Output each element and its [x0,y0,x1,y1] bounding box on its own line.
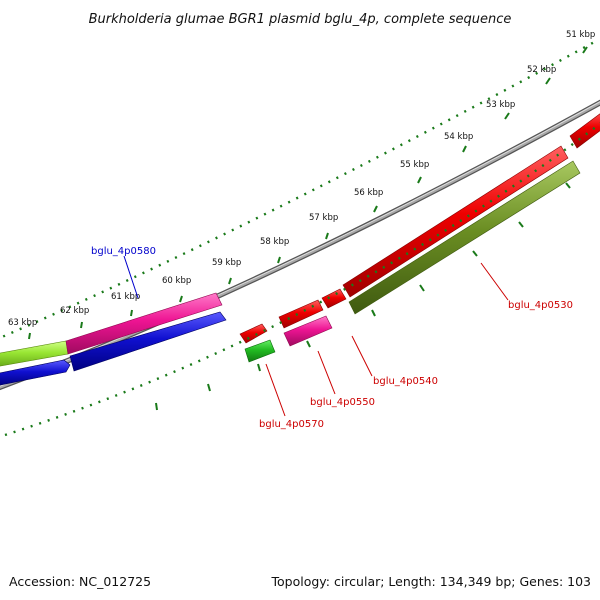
gene-arrow-bglu_4p0570[interactable] [244,339,276,363]
scale-label: 62 kbp [60,306,89,316]
reverse-strand-features [0,160,581,386]
inner-scale-ring [4,122,600,437]
gene-label-bglu_4p0530[interactable]: bglu_4p0530 [508,300,573,311]
gene-label-bglu_4p0540[interactable]: bglu_4p0540 [373,376,438,387]
map-title: Burkholderia glumae BGR1 plasmid bglu_4p… [89,12,512,27]
gene-arrow-red-right[interactable] [569,110,600,149]
scale-label: 63 kbp [8,318,37,328]
scale-label: 52 kbp [527,65,556,75]
inner-major-ticks [155,182,571,411]
leader-lines [123,255,509,417]
scale-label: 57 kbp [309,213,338,223]
gene-label-bglu_4p0550[interactable]: bglu_4p0550 [310,397,375,408]
gene-arrow-red-small[interactable] [278,299,324,329]
scale-label: 59 kbp [212,258,241,268]
accession-text: Accession: NC_012725 [9,574,151,589]
outer-scale-ring [0,38,599,340]
scale-label: 61 kbp [111,292,140,302]
gene-arrow-blue-long[interactable] [69,311,227,372]
summary-text: Topology: circular; Length: 134,349 bp; … [271,574,592,589]
gene-arrow-olive[interactable] [348,160,581,315]
gene-label-bglu_4p0570[interactable]: bglu_4p0570 [259,419,324,430]
gene-arrow-bglu_4p0550[interactable] [283,315,333,347]
gene-label-bglu_4p0580[interactable]: bglu_4p0580 [91,246,156,257]
gene-arrow-blue[interactable] [0,359,71,386]
scale-label: 58 kbp [260,237,289,247]
gene-labels: bglu_4p0530 bglu_4p0540 bglu_4p0550 bglu… [91,246,573,430]
scale-label: 60 kbp [162,276,191,286]
outer-major-ticks [28,46,588,340]
scale-label: 54 kbp [444,132,473,142]
scale-label: 56 kbp [354,188,383,198]
scale-label: 53 kbp [486,100,515,110]
scale-label: 55 kbp [400,160,429,170]
gene-arrow-bglu_4p0580[interactable] [65,292,223,355]
scale-labels: 51 kbp 52 kbp 53 kbp 54 kbp 55 kbp 56 kb… [8,30,595,328]
scale-label: 51 kbp [566,30,595,40]
gene-arrow-red-small[interactable] [321,288,347,309]
gene-arrow-red-inner[interactable] [239,323,268,344]
